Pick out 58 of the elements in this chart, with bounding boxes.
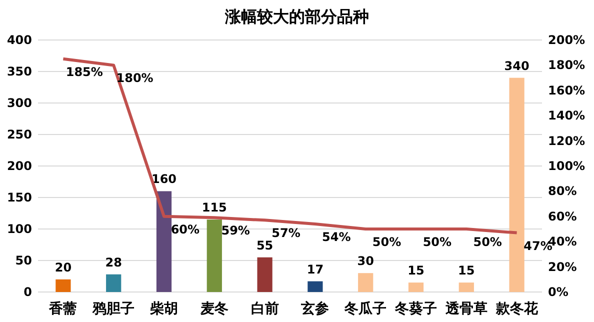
y2-tick-label: 160% [548,83,586,98]
data-label: 15 [458,264,475,278]
data-label: 115 [202,200,227,215]
y-tick-label: 200 [6,159,32,173]
data-label: 160 [151,172,177,186]
x-tick-label: 冬瓜子 [344,300,387,317]
y2-tick-label: 20% [548,260,577,274]
y-tick-label: 150 [6,190,32,204]
y-tick-label: 100 [6,222,32,236]
y-tick-label: 350 [6,64,32,78]
y-tick-label: 300 [6,96,32,110]
x-tick-label: 玄参 [300,300,330,317]
bar [56,279,71,292]
y2-tick-label: 200% [548,33,586,47]
y2-tick-label: 60% [548,209,577,224]
data-label: 17 [306,262,324,276]
y2-tick-label: 100% [548,159,586,173]
x-tick-label: 麦冬 [199,301,228,317]
bar [408,282,424,292]
y2-tick-label: 0% [548,285,568,299]
y2-tick-label: 120% [548,134,586,148]
bar [206,220,222,292]
data-label: 28 [105,255,122,270]
y2-tick-label: 140% [548,108,586,123]
data-label: 50% [473,235,502,249]
y2-tick-label: 80% [548,184,577,198]
chart-title: 涨幅较大的部分品种 [224,7,369,26]
data-label: 50% [372,235,402,249]
data-label: 20 [54,260,72,274]
data-label: 340 [504,58,530,73]
bar [106,274,122,292]
data-label: 15 [408,264,424,278]
data-label: 59% [221,224,250,238]
data-label: 57% [272,226,300,240]
x-tick-label: 香薷 [48,301,78,317]
bar [509,78,524,292]
data-label: 50% [422,235,452,249]
x-tick-label: 透骨草 [444,301,488,317]
data-label: 55 [256,238,274,252]
data-label: 185% [66,64,103,79]
x-tick-label: 款冬花 [494,301,539,317]
bar [308,281,323,292]
x-tick-label: 鸦胆子 [92,301,135,317]
bar [257,257,272,292]
bar [458,282,474,292]
bar [358,273,374,292]
data-label: 30 [357,254,374,268]
data-label: 60% [170,222,200,236]
y-tick-label: 400 [6,33,32,47]
data-label: 54% [322,230,351,244]
x-tick-label: 白前 [250,301,279,317]
x-tick-label: 冬葵子 [394,301,437,317]
y-tick-label: 50 [15,254,32,268]
y-tick-label: 250 [6,128,32,142]
y-tick-label: 0 [24,285,32,299]
x-tick-label: 柴胡 [149,301,178,317]
y2-tick-label: 180% [548,58,586,72]
bar [156,191,172,292]
